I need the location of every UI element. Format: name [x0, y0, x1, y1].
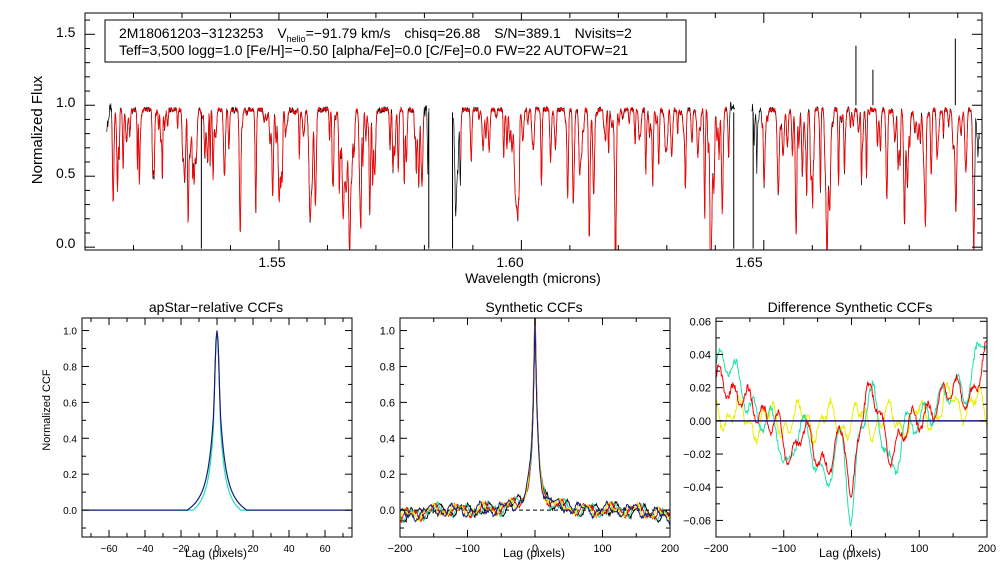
ccf-xtick-label: −20	[173, 544, 190, 555]
spectrum-xtick-label: 1.55	[258, 254, 285, 270]
difference-ccf-tick-labels: −200 −100 0 100 200 −0.06 −0.04 −0.02 0.00 0.02 0.…	[683, 316, 996, 555]
synthetic-ccf-yellow-line	[400, 318, 670, 523]
model-spectrum-chip-3	[761, 106, 975, 250]
apstar-ccf-green-line	[82, 332, 352, 511]
ccf-ytick-label: 0.6	[380, 397, 395, 409]
difference-ccf-panel: Difference Synthetic CCFs −200 −100 0 100 20…	[683, 299, 996, 560]
difference-ccf-green-line	[716, 341, 987, 528]
difference-ccf-red-line	[716, 340, 987, 498]
info-line-2: Teff=3,500 logg=1.0 [Fe/H]=−0.50 [alpha/…	[119, 42, 628, 58]
ccf-xtick-label: 100	[593, 543, 611, 555]
ccf-xtick-label: 100	[910, 543, 928, 555]
apstar-ccf-x-axis-label: Lag (pixels)	[185, 546, 247, 560]
ccf-xtick-label: 40	[283, 544, 295, 555]
ccf-ytick-label: 0.8	[63, 362, 77, 373]
difference-ccf-x-axis-label: Lag (pixels)	[819, 546, 881, 560]
ccf-ytick-label: 0.02	[690, 383, 711, 395]
difference-ccf-series	[716, 340, 987, 528]
velocity-subscript: helio	[287, 34, 306, 44]
ccf-ytick-label: 0.8	[380, 361, 395, 373]
model-spectrum-chip-2	[460, 106, 730, 250]
difference-ccf-frame	[715, 317, 988, 538]
apstar-ccf-y-axis-label: Normalized CCF	[41, 369, 53, 451]
apstar-ccf-panel: apStar−relative CCFs −60 −40 −20 0 20 40 60 0.0…	[41, 299, 353, 560]
ccf-ytick-label: −0.02	[683, 449, 711, 461]
star-id: 2M18061203−3123253	[119, 25, 264, 41]
ccf-xtick-label: 20	[247, 544, 259, 555]
snr-value: S/N=389.1	[494, 25, 561, 41]
spectrum-ytick-label: 0.5	[56, 165, 76, 181]
ccf-xtick-label: 60	[319, 544, 331, 555]
ccf-ytick-label: 0.0	[63, 506, 77, 517]
ccf-xtick-label: −200	[704, 543, 729, 555]
ccf-xtick-label: −40	[137, 544, 154, 555]
ccf-ytick-label: −0.04	[683, 482, 711, 494]
info-line-1: 2M18061203−3123253 Vhelio=−91.79 km/s ch…	[119, 25, 632, 44]
model-spectrum-series	[111, 106, 975, 250]
spectrum-plot-frame	[84, 12, 983, 251]
ccf-ytick-label: 1.0	[63, 327, 77, 338]
apstar-ccf-ticks	[82, 318, 352, 537]
apstar-ccf-series	[82, 330, 352, 511]
synthetic-ccf-panel: Synthetic CCFs −200 −100 0 100 200 0.0 0.2 0.4 0…	[380, 299, 679, 560]
model-spectrum-chip-1	[111, 106, 425, 250]
spectrum-panel: 1.5 1.0 0.5 0.0 1.55 1.60 1.65 Wavelengt…	[29, 12, 983, 286]
synthetic-ccf-tick-labels: −200 −100 0 100 200 0.0 0.2 0.4 0.6 0.8 1.0	[380, 326, 679, 555]
ccf-ytick-label: 0.4	[380, 433, 395, 445]
synthetic-ccf-x-axis-label: Lag (pixels)	[503, 546, 565, 560]
apstar-ccf-blue-line	[82, 330, 352, 511]
velocity-prefix: V	[277, 25, 287, 41]
ccf-xtick-label: 0	[214, 544, 220, 555]
spectrum-axis-ticks	[84, 13, 982, 250]
ccf-ytick-label: −0.06	[683, 515, 711, 527]
ccf-ytick-label: 0.6	[63, 398, 77, 409]
spectrum-y-axis-label: Normalized Flux	[29, 75, 46, 184]
difference-ccf-ticks	[715, 318, 988, 538]
info-box: 2M18061203−3123253 Vhelio=−91.79 km/s ch…	[104, 19, 687, 63]
observed-spectrum-series	[106, 38, 980, 250]
ccf-xtick-label: −60	[101, 544, 118, 555]
ccf-ytick-label: 1.0	[380, 326, 395, 338]
spectrum-xtick-label: 1.65	[735, 254, 762, 270]
ccf-ytick-label: 0.04	[690, 350, 711, 362]
ccf-ytick-label: 0.2	[380, 469, 395, 481]
ccf-xtick-label: 0	[848, 543, 854, 555]
apstar-ccf-frame	[81, 317, 353, 538]
ccf-ytick-label: 0.4	[63, 434, 77, 445]
spectrum-x-axis-label: Wavelength (microns)	[465, 270, 601, 286]
ccf-xtick-label: 200	[661, 543, 679, 555]
ccf-ytick-label: 0.06	[690, 316, 711, 328]
synthetic-ccf-title: Synthetic CCFs	[485, 299, 582, 315]
synthetic-ccf-ticks	[399, 318, 671, 537]
ccf-xtick-label: −100	[455, 543, 480, 555]
spectrum-xtick-label: 1.60	[496, 254, 523, 270]
synthetic-ccf-blue-line	[400, 318, 670, 526]
velocity-value: =−91.79 km/s	[306, 25, 391, 41]
ccf-xtick-label: 200	[978, 543, 996, 555]
synthetic-ccf-series	[400, 318, 670, 526]
ccf-ytick-label: 0.00	[690, 416, 711, 428]
spectrum-ytick-label: 1.5	[56, 24, 76, 40]
difference-ccf-title: Difference Synthetic CCFs	[768, 299, 933, 315]
ccf-ytick-label: 0.0	[380, 505, 395, 517]
chisq-value: chisq=26.88	[404, 25, 480, 41]
ccf-xtick-label: −100	[771, 543, 796, 555]
ccf-xtick-label: 0	[532, 543, 538, 555]
info-box-frame	[104, 19, 687, 63]
synthetic-ccf-red-line	[400, 318, 670, 524]
spectrum-ytick-label: 0.0	[56, 235, 76, 251]
ccf-xtick-label: −200	[388, 543, 413, 555]
apstar-ccf-title: apStar−relative CCFs	[149, 299, 283, 315]
ccf-ytick-label: 0.2	[63, 470, 77, 481]
spectrum-ytick-label: 1.0	[56, 94, 76, 110]
nvisits-value: Nvisits=2	[575, 25, 632, 41]
apstar-ccf-tick-labels: −60 −40 −20 0 20 40 60 0.0 0.2 0.4 0.6 0.8 1.0	[63, 327, 331, 555]
